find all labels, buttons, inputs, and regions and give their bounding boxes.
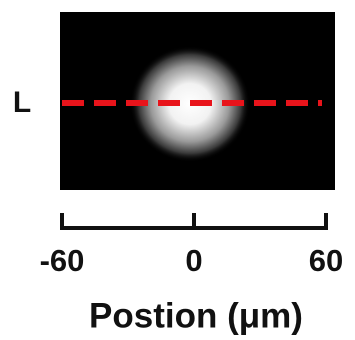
x-tick-label: 60 xyxy=(309,243,343,278)
x-tick-label: -60 xyxy=(40,243,85,278)
x-tick-label: 0 xyxy=(185,243,202,278)
page: L Postion (μm) -60060 (() => { const dat… xyxy=(0,0,355,340)
x-axis-label: Postion (μm) xyxy=(89,296,303,335)
annotation: L xyxy=(13,86,31,119)
chart: L Postion (μm) -60 0 60 xyxy=(0,0,355,340)
